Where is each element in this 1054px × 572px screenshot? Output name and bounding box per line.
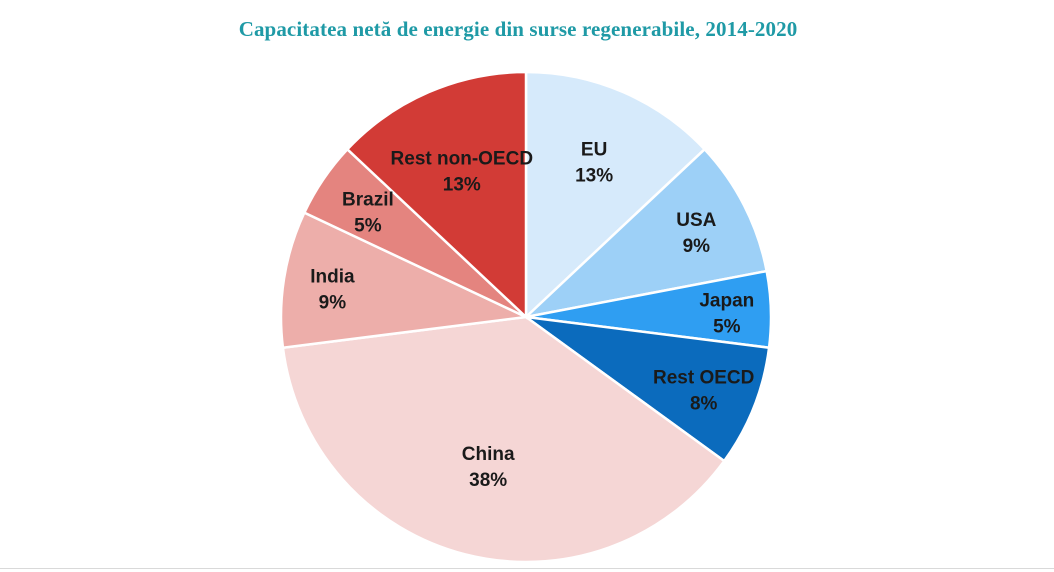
- slice-value-label: 38%: [469, 470, 507, 491]
- slice-category-label: EU: [581, 140, 607, 161]
- slice-category-label: Rest OECD: [653, 367, 754, 388]
- slice-category-label: Brazil: [342, 190, 394, 211]
- slice-value-label: 5%: [354, 216, 382, 237]
- pie-slice-rest-oecd: [525, 315, 771, 463]
- slice-category-label: India: [310, 266, 355, 287]
- chart-title: Capacitatea netă de energie din surse re…: [238, 17, 798, 41]
- pie-slice-india: [279, 211, 531, 350]
- slice-value-label: 13%: [575, 166, 613, 187]
- slice-label-usa: USA 9%: [676, 210, 716, 257]
- bottom-divider: [0, 568, 1054, 569]
- slice-category-label: China: [462, 444, 515, 465]
- pie-slice-china: [281, 315, 726, 564]
- slice-value-label: 8%: [690, 393, 718, 414]
- pie-slice-rest-non-oecd: [345, 70, 528, 320]
- slice-label-india: India 9%: [310, 266, 355, 313]
- slice-label-china: China 38%: [462, 444, 515, 491]
- slice-value-label: 5%: [713, 317, 741, 338]
- slice-value-label: 13%: [443, 175, 481, 196]
- slice-category-label: Rest non-OECD: [391, 149, 534, 170]
- slice-label-brazil: Brazil 5%: [342, 190, 394, 237]
- slice-category-label: Japan: [699, 291, 754, 312]
- slice-label-eu: EU 13%: [575, 140, 613, 187]
- slice-category-label: USA: [676, 210, 716, 231]
- slice-label-japan: Japan 5%: [699, 291, 754, 338]
- slice-label-rest-non-oecd: Rest non-OECD 13%: [391, 149, 534, 196]
- pie-labels: EU 13% USA 9% Japan 5% Rest OECD 8% China 38% Indi…: [310, 140, 754, 492]
- pie-slices: [279, 70, 773, 564]
- slice-value-label: 9%: [319, 292, 347, 313]
- slice-value-label: 9%: [683, 236, 711, 257]
- pie-slice-eu: [524, 70, 707, 320]
- slice-label-rest-oecd: Rest OECD 8%: [653, 367, 754, 414]
- pie-slice-usa: [522, 147, 769, 320]
